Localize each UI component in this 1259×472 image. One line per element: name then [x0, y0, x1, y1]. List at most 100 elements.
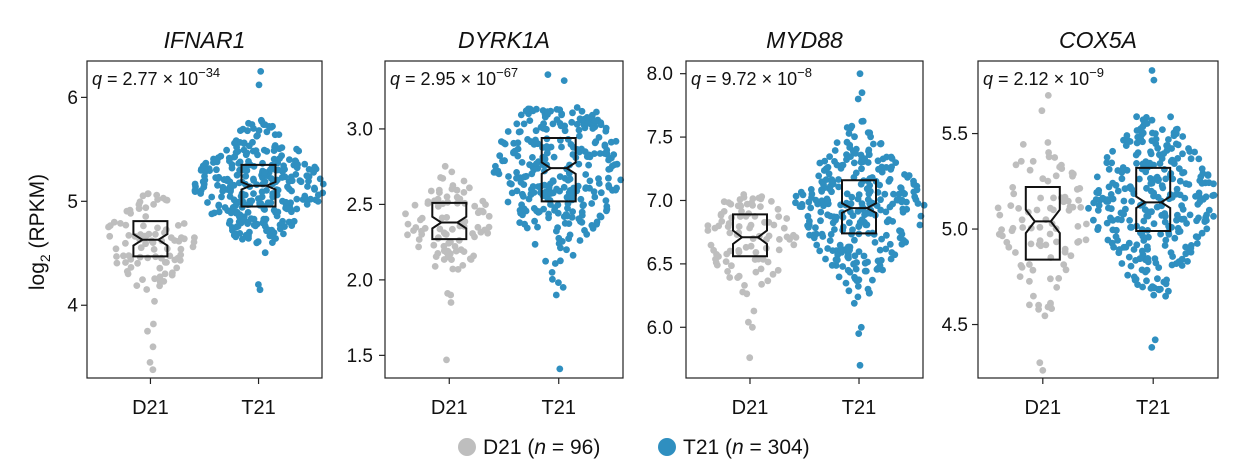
data-point	[711, 224, 719, 232]
data-point	[1147, 180, 1155, 187]
data-point	[123, 207, 131, 215]
data-point	[783, 233, 791, 241]
x-tick-label-d21: D21	[431, 397, 468, 419]
data-point	[890, 190, 897, 198]
data-point	[484, 229, 492, 237]
data-point	[466, 255, 474, 263]
data-point	[722, 258, 730, 265]
data-point	[1116, 246, 1123, 253]
data-point	[597, 189, 605, 197]
data-point	[1182, 250, 1190, 258]
data-point	[1036, 359, 1044, 367]
data-point	[149, 366, 157, 374]
data-point	[1159, 126, 1166, 133]
data-point	[1133, 127, 1141, 134]
y-tick-label: 3.0	[347, 119, 373, 140]
x-tick-label-t21: T21	[241, 397, 275, 419]
data-point	[1103, 159, 1111, 167]
data-point	[752, 268, 760, 276]
data-point	[539, 153, 547, 161]
data-point	[783, 215, 791, 222]
data-point	[143, 286, 151, 293]
data-point	[411, 201, 419, 209]
data-point	[257, 200, 265, 207]
y-axis-label-rest: (RPKM)	[26, 174, 49, 255]
data-point	[1047, 204, 1054, 212]
data-point	[900, 237, 908, 244]
data-point	[1044, 177, 1052, 185]
data-point	[303, 172, 311, 180]
data-point	[245, 119, 252, 127]
box-t21	[841, 179, 877, 235]
data-point	[1147, 285, 1155, 292]
legend-label-t21: T21 (n = 304)	[683, 436, 810, 459]
data-point	[278, 144, 286, 152]
data-point	[1107, 191, 1115, 198]
data-point	[508, 189, 516, 197]
x-tick-label-t21: T21	[842, 397, 876, 419]
data-point	[865, 289, 873, 297]
data-point	[704, 227, 712, 234]
data-point	[1056, 163, 1063, 171]
data-point	[530, 166, 538, 174]
data-point	[441, 230, 449, 238]
swarm-d21	[994, 92, 1090, 374]
data-point	[496, 152, 504, 160]
data-point	[1154, 275, 1161, 283]
data-point	[575, 126, 583, 134]
data-point	[452, 247, 460, 255]
data-point	[578, 107, 586, 115]
data-point	[1147, 148, 1154, 156]
data-point	[553, 227, 560, 235]
x-tick-label-t21: T21	[1136, 397, 1170, 419]
data-point	[541, 113, 549, 121]
data-point	[834, 256, 841, 264]
data-point	[916, 221, 924, 229]
data-point	[569, 208, 576, 216]
data-point	[839, 223, 847, 231]
data-point	[735, 248, 743, 256]
data-point	[212, 156, 220, 164]
swarm-d21	[105, 190, 198, 374]
data-point	[1210, 212, 1217, 220]
y-axis-label-main: log	[26, 262, 49, 290]
data-point	[912, 196, 920, 204]
data-point	[1150, 220, 1158, 228]
data-point	[149, 239, 157, 247]
data-point	[854, 95, 862, 103]
data-point	[237, 127, 244, 134]
data-point	[227, 209, 235, 217]
data-point	[774, 205, 782, 213]
data-point	[712, 255, 719, 263]
data-point	[1017, 157, 1025, 165]
data-point	[1036, 223, 1044, 231]
y-tick-label: 2.0	[347, 270, 373, 291]
data-point	[827, 231, 835, 238]
data-point	[171, 256, 179, 264]
data-point	[1037, 194, 1044, 202]
data-point	[1179, 206, 1187, 213]
legend-label-d21-post: = 96)	[546, 436, 600, 459]
data-point	[564, 204, 571, 212]
data-point	[516, 206, 524, 214]
data-point	[596, 212, 604, 220]
data-point	[820, 181, 827, 189]
data-point	[828, 261, 836, 269]
data-point	[602, 124, 610, 132]
data-point	[137, 244, 145, 252]
data-point	[191, 180, 199, 188]
data-point	[860, 252, 868, 260]
data-point	[112, 245, 120, 253]
data-point	[522, 107, 530, 115]
data-point	[751, 256, 759, 263]
data-point	[858, 89, 866, 97]
data-point	[474, 209, 482, 217]
data-point	[855, 222, 863, 230]
data-point	[1104, 196, 1112, 204]
data-point	[560, 77, 568, 84]
data-point	[256, 286, 264, 294]
panel-title: COX5A	[1059, 27, 1137, 53]
data-point	[240, 146, 248, 154]
data-point	[1109, 179, 1117, 187]
data-point	[1163, 147, 1171, 154]
